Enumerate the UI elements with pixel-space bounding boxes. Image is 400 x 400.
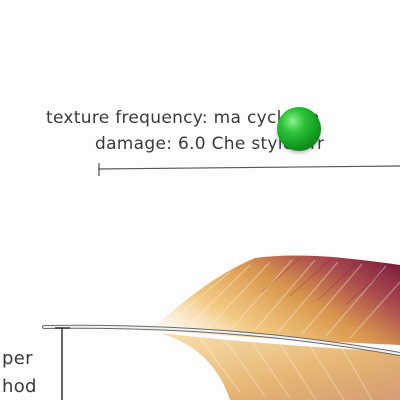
measure-line <box>97 163 400 176</box>
side-label-line2: hod <box>2 376 37 397</box>
green-sphere-marker[interactable] <box>277 107 321 151</box>
feather-vane-upper <box>150 255 400 345</box>
feather-vane-lower <box>160 333 400 400</box>
side-label-line1: per <box>2 348 33 369</box>
annotation-damage: damage: 6.0 Che style err <box>95 134 325 154</box>
bracket-line <box>55 327 70 400</box>
feather-shaft <box>42 324 400 356</box>
annotation-texture-frequency: texture frequency: ma cycloma <box>46 108 320 128</box>
